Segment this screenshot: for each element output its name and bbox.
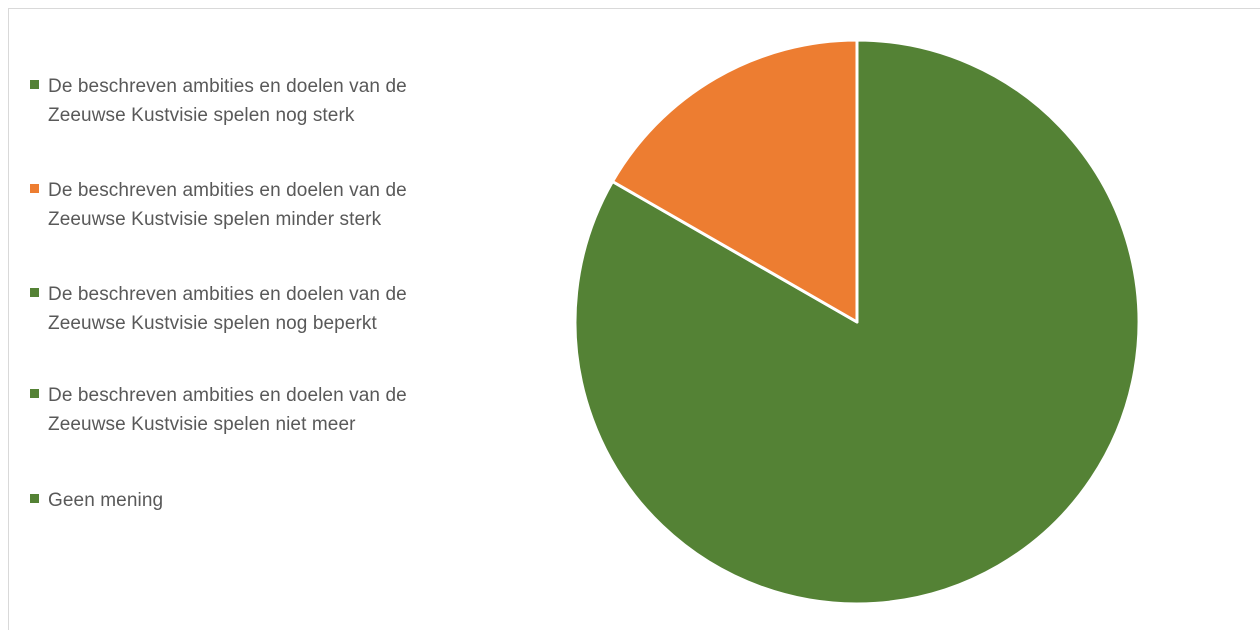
legend-label-nog-sterk: De beschreven ambities en doelen van de …: [48, 76, 407, 126]
legend-item-nog-beperkt: De beschreven ambities en doelen van de …: [30, 280, 440, 338]
legend-item-minder-sterk: De beschreven ambities en doelen van de …: [30, 176, 440, 234]
pie-slice-minder-sterk: [610, 38, 859, 324]
legend-swatch-nog-beperkt: [30, 288, 39, 297]
legend-swatch-niet-meer: [30, 389, 39, 398]
pie-chart: [573, 38, 1141, 606]
legend-item-geen-mening: Geen mening: [30, 486, 440, 515]
legend-label-geen-mening: Geen mening: [48, 490, 164, 511]
legend-swatch-geen-mening: [30, 494, 39, 503]
legend-swatch-minder-sterk: [30, 184, 39, 193]
legend-item-nog-sterk: De beschreven ambities en doelen van de …: [30, 72, 440, 130]
legend-swatch-nog-sterk: [30, 80, 39, 89]
legend-label-niet-meer: De beschreven ambities en doelen van de …: [48, 385, 407, 435]
chart-legend: De beschreven ambities en doelen van de …: [30, 0, 450, 630]
legend-label-nog-beperkt: De beschreven ambities en doelen van de …: [48, 284, 407, 334]
legend-label-minder-sterk: De beschreven ambities en doelen van de …: [48, 180, 407, 230]
legend-item-niet-meer: De beschreven ambities en doelen van de …: [30, 381, 440, 439]
